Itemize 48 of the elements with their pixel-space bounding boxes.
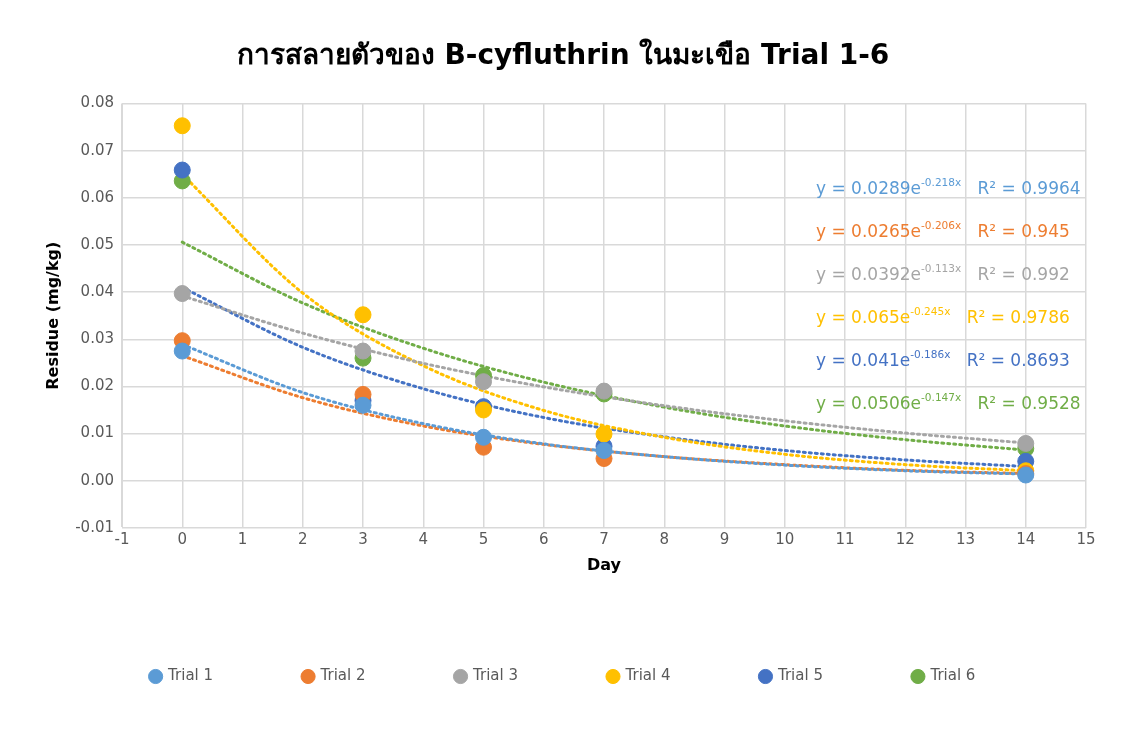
x-tick-label: 9 — [719, 529, 730, 548]
y-tick-label: 0.02 — [80, 376, 115, 395]
x-tick-label: 14 — [1016, 529, 1036, 548]
y-tick-label: 0.04 — [80, 282, 115, 301]
legend-label: Trial 1 — [167, 666, 214, 685]
point — [173, 285, 191, 303]
x-tick-label: 5 — [478, 529, 489, 548]
x-tick-label: -1 — [114, 529, 130, 548]
y-tick-label: 0.01 — [80, 423, 115, 442]
x-tick-label: 6 — [538, 529, 549, 548]
y-tick-label: -0.01 — [75, 517, 115, 536]
point — [354, 306, 372, 324]
point — [173, 117, 191, 135]
x-tick-label: 15 — [1076, 529, 1096, 548]
x-tick-label: 11 — [835, 529, 855, 548]
point — [1017, 434, 1035, 452]
y-tick-label: 0.08 — [80, 93, 115, 112]
point — [173, 342, 191, 360]
point — [475, 428, 493, 446]
point — [354, 342, 372, 360]
x-tick-label: 2 — [297, 529, 308, 548]
x-tick-label: 13 — [955, 529, 976, 548]
x-tick-label: 0 — [177, 529, 188, 548]
point — [595, 442, 613, 459]
x-tick-label: 1 — [237, 529, 248, 548]
y-tick-label: 0.00 — [80, 470, 115, 489]
x-axis-title: Day — [587, 554, 622, 574]
x-tick-label: 8 — [659, 529, 670, 548]
x-tick-label: 10 — [775, 529, 795, 548]
y-tick-label: 0.07 — [80, 140, 115, 159]
legend-label: Trial 3 — [472, 666, 519, 685]
legend-label: Trial 5 — [776, 666, 823, 685]
point — [173, 161, 191, 179]
y-tick-label: 0.05 — [80, 234, 115, 253]
chart-title: การสลายตัวของ B-cyfluthrin ในมะเขือ Trial 1-6 — [236, 38, 890, 72]
y-tick-label: 0.03 — [80, 329, 115, 348]
y-axis-title: Residue (mg/kg) — [42, 241, 62, 390]
x-tick-label: 7 — [599, 529, 609, 548]
point — [595, 425, 613, 443]
y-tick-label: 0.06 — [80, 187, 115, 206]
legend-label: Trial 4 — [624, 666, 671, 685]
legend-label: Trial 6 — [929, 666, 976, 685]
x-tick-label: 3 — [358, 529, 368, 548]
x-tick-label: 12 — [895, 529, 915, 548]
legend-label: Trial 2 — [319, 666, 366, 685]
point — [354, 396, 372, 414]
point — [475, 373, 493, 391]
x-tick-label: 4 — [418, 529, 429, 548]
